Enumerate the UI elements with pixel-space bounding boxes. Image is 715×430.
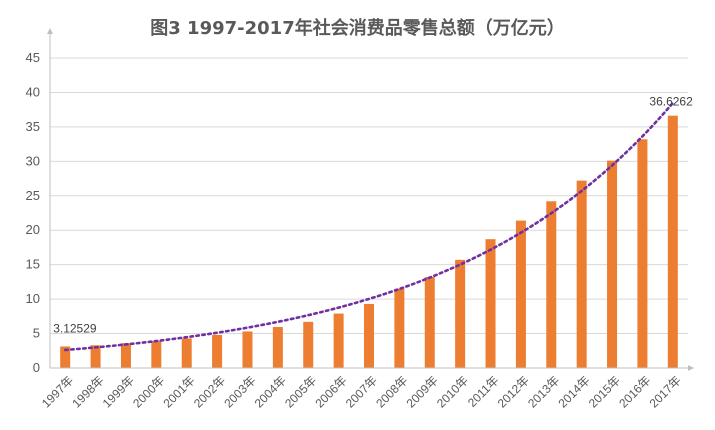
bar — [455, 259, 466, 368]
bar-series — [60, 115, 678, 368]
x-tick-label: 2003年 — [221, 373, 258, 410]
y-tick-label: 35 — [26, 119, 40, 134]
x-tick-label: 2005年 — [282, 373, 319, 410]
x-tick-label: 2007年 — [343, 373, 380, 410]
trendline-layer — [63, 101, 675, 352]
chart-title: 图3 1997-2017年社会消费品零售总额（万亿元） — [150, 18, 565, 39]
y-tick-label: 25 — [26, 188, 40, 203]
bar — [394, 288, 405, 368]
x-tick-label: 2004年 — [252, 373, 289, 410]
bar — [667, 115, 678, 368]
bar — [90, 345, 101, 368]
x-tick-label: 1998年 — [69, 373, 106, 410]
y-tick-label: 10 — [26, 291, 40, 306]
bar — [637, 139, 648, 368]
x-tick-label: 2015年 — [586, 373, 623, 410]
bar — [272, 327, 283, 368]
bar — [485, 239, 496, 368]
x-tick-label: 2001年 — [161, 373, 198, 410]
gridlines — [50, 57, 688, 335]
x-tick-label: 2011年 — [465, 373, 502, 410]
x-tick-label: 2006年 — [312, 373, 349, 410]
data-label-last: 36.6262 — [649, 95, 693, 109]
x-tick-label: 2009年 — [404, 373, 441, 410]
bar — [120, 343, 131, 368]
y-tick-label: 15 — [26, 257, 40, 272]
bar — [546, 201, 557, 368]
bar — [151, 341, 162, 368]
bar — [181, 338, 192, 368]
x-tick-label: 2008年 — [373, 373, 410, 410]
bar — [212, 334, 223, 368]
x-tick-label: 2013年 — [525, 373, 562, 410]
x-tick-label: 1997年 — [39, 373, 76, 410]
bar — [333, 313, 344, 368]
y-tick-label: 45 — [26, 50, 40, 65]
y-tick-label: 0 — [33, 360, 40, 375]
x-tick-label: 2012年 — [495, 373, 532, 410]
bar — [242, 331, 253, 368]
x-tick-label: 1999年 — [100, 373, 137, 410]
y-tick-label: 20 — [26, 222, 40, 237]
x-tick-label: 2010年 — [434, 373, 471, 410]
bar — [576, 180, 587, 368]
y-tick-label: 40 — [26, 84, 40, 99]
x-tick-label: 2014年 — [555, 373, 592, 410]
bar — [303, 321, 314, 368]
x-tick-label: 2000年 — [130, 373, 167, 410]
y-tick-label: 30 — [26, 153, 40, 168]
x-tick-label: 2002年 — [191, 373, 228, 410]
bar — [515, 220, 526, 368]
x-tick-label: 2017年 — [647, 373, 684, 410]
bar — [607, 160, 618, 368]
bar — [60, 346, 71, 368]
trendline — [63, 101, 675, 352]
data-label-first: 3.12529 — [53, 321, 97, 335]
x-tick-label: 2016年 — [616, 373, 653, 410]
bar — [364, 303, 374, 368]
bar — [424, 277, 435, 368]
y-tick-label: 5 — [33, 326, 40, 341]
axes — [47, 28, 694, 371]
